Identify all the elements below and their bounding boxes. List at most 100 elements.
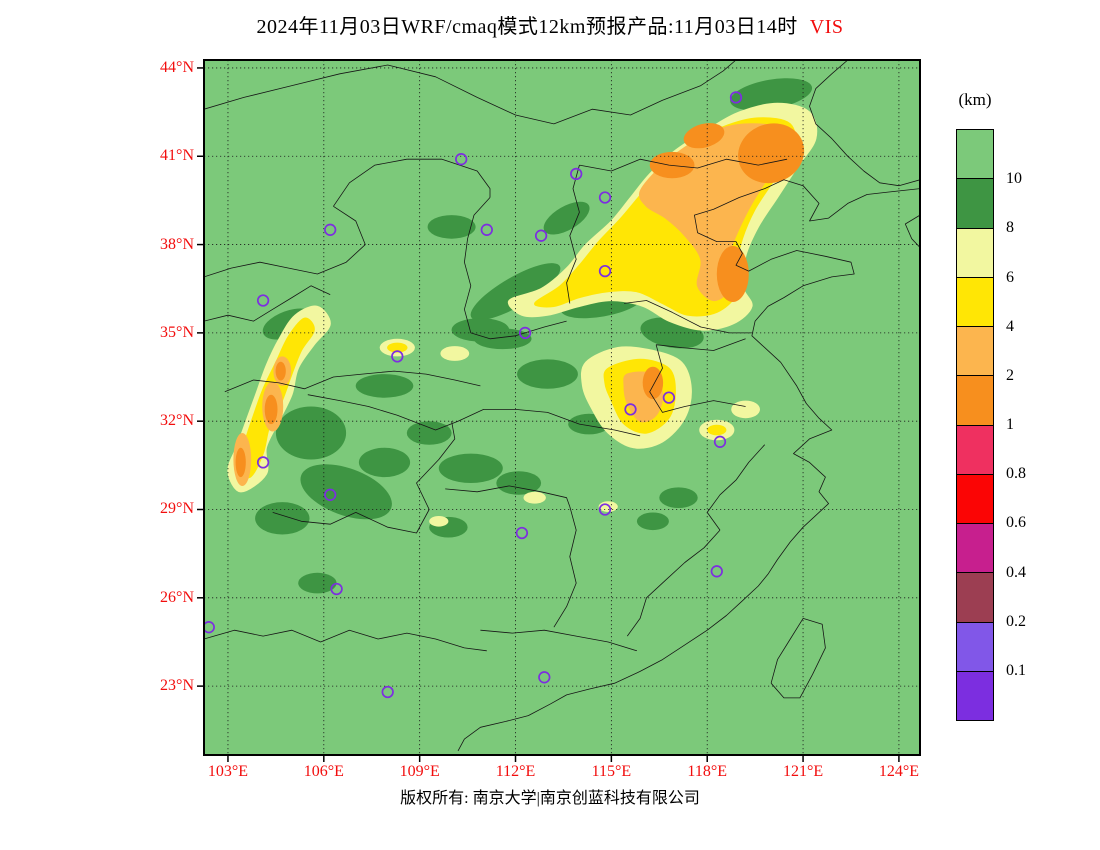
station-marker — [518, 326, 532, 340]
colorbar-tick-label: 1 — [1006, 416, 1014, 433]
colorbar-tick-label: 4 — [1006, 317, 1014, 335]
colorbar-segment — [957, 130, 993, 180]
station-marker — [204, 621, 215, 634]
station-marker — [256, 456, 270, 469]
contour-region — [496, 471, 542, 495]
province-boundary-line — [445, 485, 571, 507]
station-marker — [598, 191, 612, 204]
province-boundary-line — [809, 60, 920, 187]
province-boundary-line — [204, 629, 487, 652]
lat-tick-label: 44°N — [160, 58, 194, 76]
colorbar-tick-label: 0.8 — [1006, 465, 1026, 483]
lon-tick-label: 103°E — [207, 763, 249, 780]
colorbar-tick-label: 0.4 — [1006, 563, 1026, 581]
colorbar-segment — [957, 425, 993, 475]
contour-region — [387, 342, 408, 353]
colorbar-segment — [957, 376, 993, 426]
lon-tick-label: 118°E — [687, 763, 727, 780]
contour-region — [642, 366, 664, 400]
colorbar-units-label: (km) — [958, 90, 992, 109]
colorbar-segment — [957, 524, 993, 574]
contour-region — [707, 424, 727, 436]
page-title: 2024年11月03日WRF/cmaq模式12km预报产品:11月03日14时 V… — [0, 10, 1100, 39]
contour-region — [406, 421, 452, 445]
station-marker — [662, 391, 676, 404]
contour-region — [716, 246, 749, 302]
contour-region — [473, 328, 532, 350]
province-boundary-line — [579, 158, 788, 172]
province-boundary-line — [553, 506, 577, 628]
province-boundary-line — [307, 394, 641, 437]
province-boundary-line — [624, 300, 752, 334]
colorbar-tick-label: 0.6 — [1006, 514, 1026, 532]
station-marker — [324, 223, 337, 236]
colorbar-tick-label: 10 — [1006, 170, 1022, 188]
lat-tick-label: 23°N — [160, 677, 194, 695]
station-marker — [538, 671, 551, 684]
station-marker — [570, 167, 583, 181]
province-boundary-line — [626, 529, 721, 637]
lat-tick-label: 38°N — [160, 235, 194, 253]
colorbar-segment — [957, 228, 993, 278]
colorbar-tick-label: 0.2 — [1006, 612, 1026, 630]
station-marker — [324, 488, 337, 501]
province-boundary-line — [904, 214, 920, 248]
contour-region — [470, 263, 561, 321]
colorbar-segment — [957, 327, 993, 377]
station-marker — [256, 294, 270, 307]
province-boundary-line — [566, 164, 580, 304]
contour-region — [683, 123, 725, 149]
province-boundary-line — [649, 344, 746, 413]
contour-region — [730, 78, 813, 111]
contour-region — [438, 453, 503, 483]
station-marker — [515, 526, 529, 540]
station-marker — [710, 565, 723, 578]
lon-tick-label: 115°E — [591, 763, 632, 780]
contour-region — [358, 447, 411, 478]
colorbar-segment — [957, 179, 993, 229]
colorbar-tick-label: 0.1 — [1006, 661, 1026, 679]
province-boundary-line — [204, 60, 737, 125]
lat-tick-label: 26°N — [160, 588, 194, 606]
contour-region — [636, 512, 669, 531]
station-marker — [391, 350, 404, 363]
lon-tick-label: 109°E — [399, 763, 440, 780]
contour-region — [523, 491, 546, 504]
lon-tick-label: 112°E — [495, 763, 536, 780]
colorbar-segment — [957, 474, 993, 524]
station-marker — [455, 153, 468, 166]
province-boundary-line — [272, 421, 456, 534]
lat-tick-label: 41°N — [160, 147, 194, 165]
contour-region — [275, 361, 286, 381]
lon-tick-label: 121°E — [782, 763, 824, 780]
colorbar-segment — [957, 573, 993, 623]
contour-region — [255, 502, 310, 535]
colorbar-tick-label: 8 — [1006, 219, 1014, 237]
province-boundary-line — [457, 179, 920, 752]
contour-region — [427, 215, 476, 239]
province-boundary-line — [770, 618, 826, 699]
contour-region — [298, 572, 337, 594]
station-marker — [480, 223, 493, 236]
contour-region — [429, 516, 449, 527]
contour-region — [355, 374, 414, 398]
contour-region — [440, 346, 470, 361]
station-marker — [330, 582, 343, 596]
station-marker — [534, 229, 548, 242]
colorbar-segment — [957, 671, 993, 720]
colorbar-tick-label: 6 — [1006, 268, 1014, 286]
province-boundary-line — [204, 205, 366, 278]
contour-region — [300, 464, 392, 520]
province-boundary-line — [706, 444, 765, 531]
province-boundary-line — [204, 285, 331, 322]
station-marker — [598, 503, 612, 516]
province-boundary-line — [333, 158, 491, 207]
map-background — [204, 60, 920, 755]
contour-region — [738, 123, 805, 184]
station-marker — [713, 435, 727, 448]
lat-tick-label: 32°N — [160, 412, 194, 430]
map-layers — [204, 60, 920, 755]
title-variable-label: VIS — [809, 16, 844, 38]
colorbar — [956, 129, 994, 721]
